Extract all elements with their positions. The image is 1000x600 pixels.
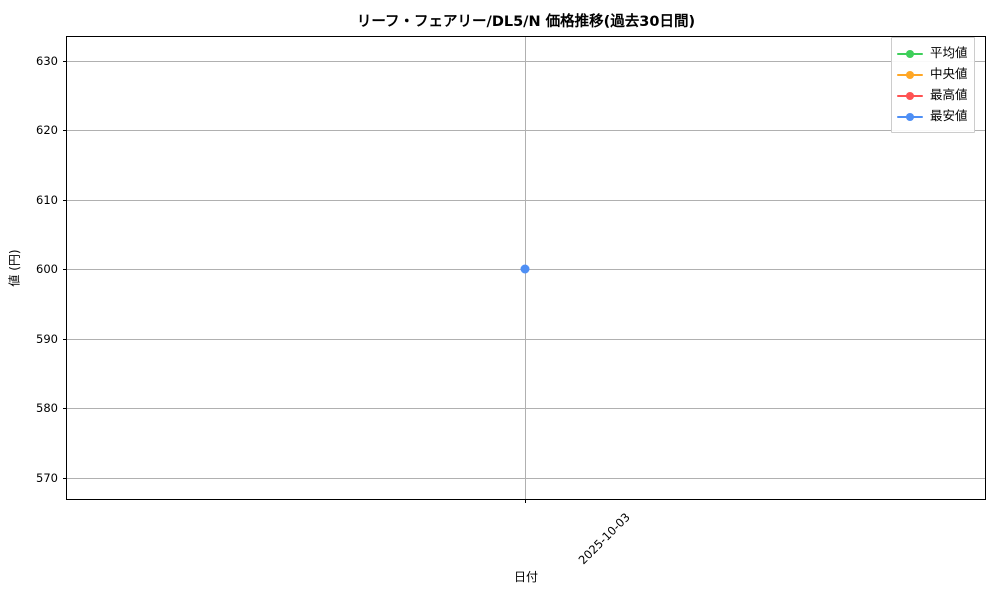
chart-title: リーフ・フェアリー/DL5/N 価格推移(過去30日間) — [356, 14, 696, 30]
x-tick-mark-2025-10-03 — [525, 499, 527, 503]
legend-item-average[interactable]: 平均値 — [897, 43, 968, 64]
y-tick-mark-590 — [63, 339, 67, 341]
y-tick-label-620: 620 — [36, 123, 58, 137]
legend-swatch-lowest-icon — [897, 111, 923, 123]
legend-swatch-highest-icon — [897, 90, 923, 102]
gridline-y-630 — [67, 61, 985, 62]
x-axis-label: 日付 — [513, 570, 538, 584]
legend-item-lowest[interactable]: 最安値 — [897, 106, 968, 127]
legend-item-highest[interactable]: 最高値 — [897, 85, 968, 106]
legend-label-average: 平均値 — [930, 45, 968, 61]
gridline-y-580 — [67, 408, 985, 409]
y-tick-mark-570 — [63, 478, 67, 480]
y-tick-mark-620 — [63, 130, 67, 132]
legend-item-median[interactable]: 中央値 — [897, 64, 968, 85]
legend-label-median: 中央値 — [930, 66, 968, 82]
legend-swatch-average-icon — [897, 48, 923, 60]
x-tick-label-2025-10-03: 2025-10-03 — [575, 510, 633, 568]
gridline-y-590 — [67, 339, 985, 340]
legend-label-lowest: 最安値 — [930, 108, 968, 124]
y-tick-label-570: 570 — [36, 471, 58, 485]
gridline-y-620 — [67, 130, 985, 131]
legend-label-highest: 最高値 — [930, 87, 968, 103]
y-tick-mark-610 — [63, 200, 67, 202]
y-tick-mark-630 — [63, 61, 67, 63]
gridline-y-570 — [67, 478, 985, 479]
chart-legend: 平均値 中央値 最高値 最安値 — [891, 37, 975, 133]
y-tick-label-590: 590 — [36, 332, 58, 346]
plot-area — [63, 36, 986, 503]
y-tick-mark-580 — [63, 408, 67, 410]
data-point-marker[interactable] — [520, 264, 530, 274]
y-tick-label-610: 610 — [36, 193, 58, 207]
y-tick-label-600: 600 — [36, 262, 58, 276]
y-tick-label-580: 580 — [36, 401, 58, 415]
y-tick-label-630: 630 — [36, 54, 58, 68]
legend-swatch-median-icon — [897, 69, 923, 81]
y-tick-mark-600 — [63, 269, 67, 271]
gridline-y-610 — [67, 200, 985, 201]
